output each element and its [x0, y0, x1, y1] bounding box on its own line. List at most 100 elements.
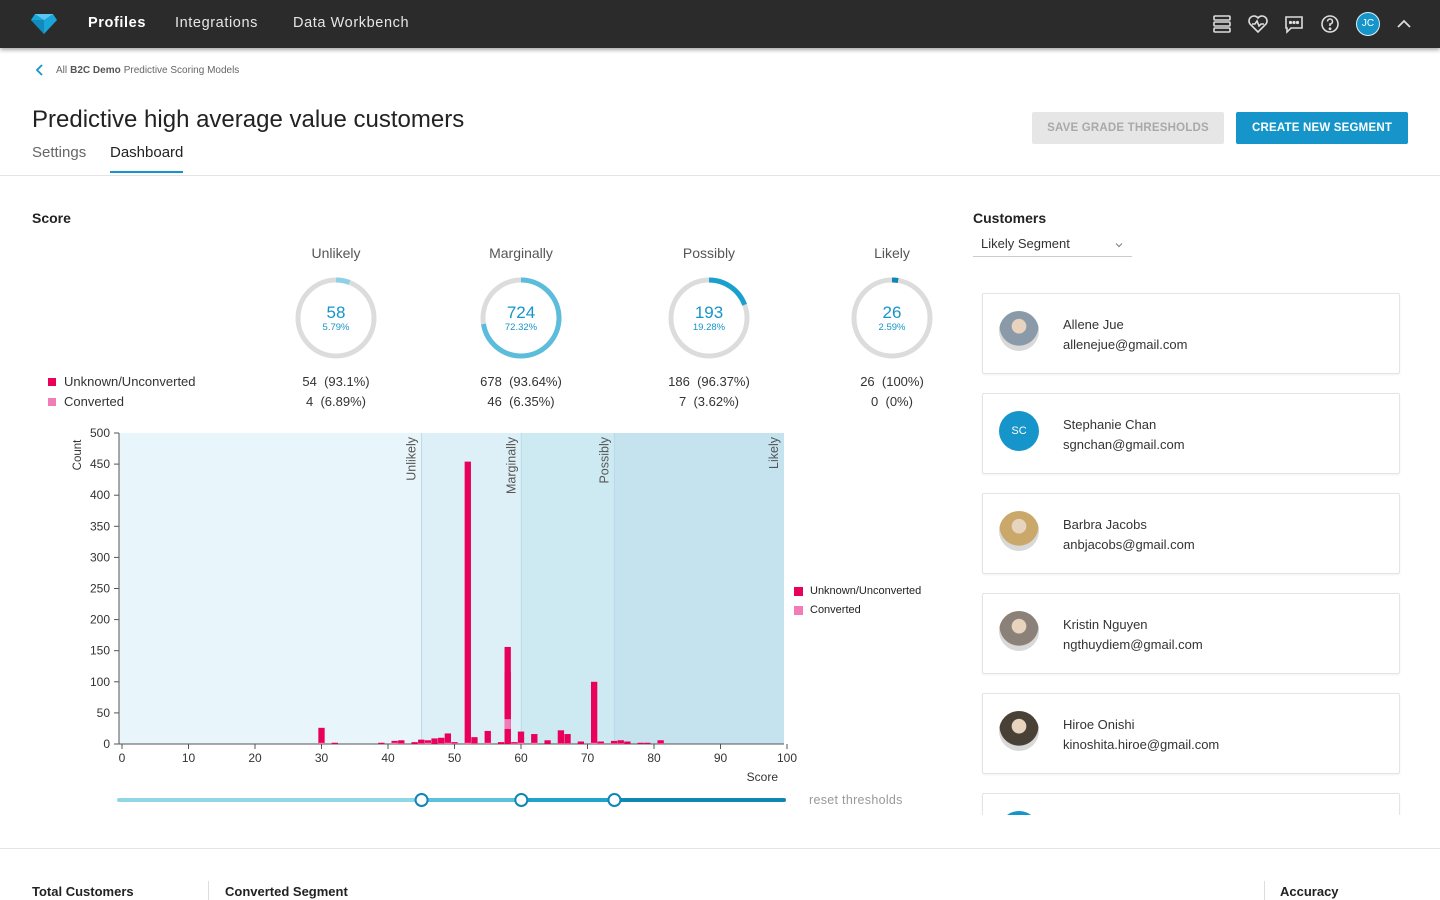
customer-name: Barbra Jacobs	[1063, 517, 1147, 532]
bar-converted	[398, 743, 405, 744]
customer-card[interactable]: Barbra Jacobs anbjacobs@gmail.com	[982, 493, 1400, 574]
grade-name-0: Unlikely	[311, 245, 361, 261]
customer-name: Kristin Nguyen	[1063, 617, 1148, 632]
diamond-logo-icon[interactable]	[31, 14, 57, 34]
threshold-label: Unlikely	[405, 436, 419, 481]
customer-card[interactable]: SC Stephanie Chan sgnchan@gmail.com	[982, 393, 1400, 474]
bar-converted	[424, 742, 432, 744]
bar-unconverted	[418, 739, 425, 744]
customer-list[interactable]: Allene Jue allenejue@gmail.com SC Stephanie…	[973, 285, 1413, 815]
accuracy-title: Accuracy	[1280, 884, 1339, 899]
chevron-up-icon[interactable]	[1392, 12, 1416, 36]
divider	[208, 881, 209, 900]
slider-handle[interactable]	[514, 793, 529, 807]
bar-unconverted	[504, 729, 511, 744]
bar-converted	[557, 743, 565, 744]
heart-pulse-icon[interactable]	[1246, 12, 1270, 36]
nav-profiles[interactable]: Profiles	[88, 15, 146, 31]
threshold-slider[interactable]	[110, 788, 800, 812]
unconverted-swatch	[48, 377, 56, 386]
tab-settings[interactable]: Settings	[32, 144, 87, 161]
grade-zone	[119, 433, 422, 744]
slider-handle[interactable]	[607, 793, 622, 807]
y-tick-label: 200	[90, 613, 110, 627]
customer-card[interactable]: Hiroe Onishi kinoshita.hiroe@gmail.com	[982, 693, 1400, 774]
grade-unconverted-stat-2: 186 (96.37%)	[668, 374, 750, 389]
bar-converted	[318, 742, 325, 744]
bar-unconverted	[331, 742, 338, 744]
user-avatar[interactable]: JC	[1356, 12, 1380, 36]
y-tick-label: 350	[90, 519, 110, 533]
converted-segment-title: Converted Segment	[225, 884, 348, 899]
bar-converted	[444, 742, 452, 744]
breadcrumb-suffix[interactable]: Predictive Scoring Models	[123, 64, 240, 76]
grade-donut-0	[295, 277, 377, 359]
bar-converted	[610, 743, 618, 744]
x-axis-label: Score	[747, 770, 779, 784]
grade-unconverted-stat-1: 678 (93.64%)	[480, 374, 562, 389]
grade-percent-2: 19.28%	[692, 322, 726, 333]
customer-photo-avatar	[999, 511, 1039, 551]
grade-percent-3: 2.59%	[878, 322, 906, 333]
customer-email: sgnchan@gmail.com	[1063, 437, 1185, 452]
bar-converted	[517, 742, 525, 744]
customer-card[interactable]: Allene Jue allenejue@gmail.com	[982, 293, 1400, 374]
bar-unconverted	[544, 740, 551, 744]
nav-data-workbench[interactable]: Data Workbench	[293, 15, 410, 31]
back-arrow-icon[interactable]	[32, 62, 48, 78]
segment-select[interactable]: Likely Segment	[973, 236, 1132, 257]
converted-swatch	[794, 605, 803, 615]
bar-unconverted	[577, 741, 585, 744]
grade-zone	[614, 433, 784, 744]
bar-converted	[451, 743, 458, 744]
save-grade-thresholds-button[interactable]: SAVE GRADE THRESHOLDS	[1032, 112, 1224, 144]
customer-card[interactable]	[982, 793, 1400, 815]
bar-unconverted	[597, 741, 604, 744]
bar-unconverted	[424, 740, 432, 744]
chart-legend-converted-label: Converted	[810, 604, 861, 616]
bar-converted	[564, 743, 571, 744]
page-title: Predictive high average value customers	[32, 106, 465, 133]
grade-count-3: 26	[882, 303, 902, 322]
breadcrumb-dataset[interactable]: B2C Demo	[70, 64, 121, 76]
bar-converted	[531, 742, 538, 744]
nav-integrations[interactable]: Integrations	[175, 15, 258, 31]
grade-percent-0: 5.79%	[322, 322, 350, 333]
help-icon[interactable]	[1318, 12, 1342, 36]
bar-unconverted	[318, 727, 325, 744]
bar-unconverted	[657, 740, 664, 744]
reset-thresholds-link[interactable]: reset thresholds	[809, 793, 903, 807]
chat-icon[interactable]	[1282, 12, 1306, 36]
bar-converted	[418, 743, 425, 744]
x-tick-label: 20	[248, 751, 262, 765]
donut-arc	[668, 277, 750, 359]
y-tick-label: 300	[90, 550, 110, 564]
bar-converted	[484, 742, 491, 744]
grade-unconverted-stat-3: 26 (100%)	[860, 374, 924, 389]
bar-unconverted	[511, 742, 518, 744]
bar-converted	[657, 743, 664, 744]
database-icon[interactable]	[1210, 12, 1234, 36]
x-tick-label: 40	[381, 751, 395, 765]
top-navbar: Profiles Integrations Data Workbench JC	[0, 0, 1440, 48]
bar-unconverted	[504, 646, 511, 744]
bar-unconverted	[531, 734, 538, 744]
legend-converted: Converted	[48, 394, 124, 409]
grade-count-0: 58	[326, 303, 346, 322]
y-tick-label: 0	[103, 737, 110, 751]
customer-photo-avatar	[999, 311, 1039, 351]
bar-unconverted	[624, 741, 631, 744]
bar-unconverted	[610, 740, 618, 744]
slider-handle[interactable]	[414, 793, 429, 807]
bar-converted	[590, 742, 598, 744]
customer-card[interactable]: Kristin Nguyen ngthuydiem@gmail.com	[982, 593, 1400, 674]
bar-unconverted	[438, 737, 445, 744]
bar-unconverted	[411, 742, 418, 744]
donut-arc	[851, 277, 933, 359]
customer-name: Allene Jue	[1063, 317, 1124, 332]
create-new-segment-button[interactable]: CREATE NEW SEGMENT	[1236, 112, 1408, 144]
bar-unconverted	[398, 740, 405, 744]
donut-arc	[480, 277, 562, 359]
grade-name-3: Likely	[874, 245, 910, 261]
tab-dashboard[interactable]: Dashboard	[110, 144, 184, 173]
